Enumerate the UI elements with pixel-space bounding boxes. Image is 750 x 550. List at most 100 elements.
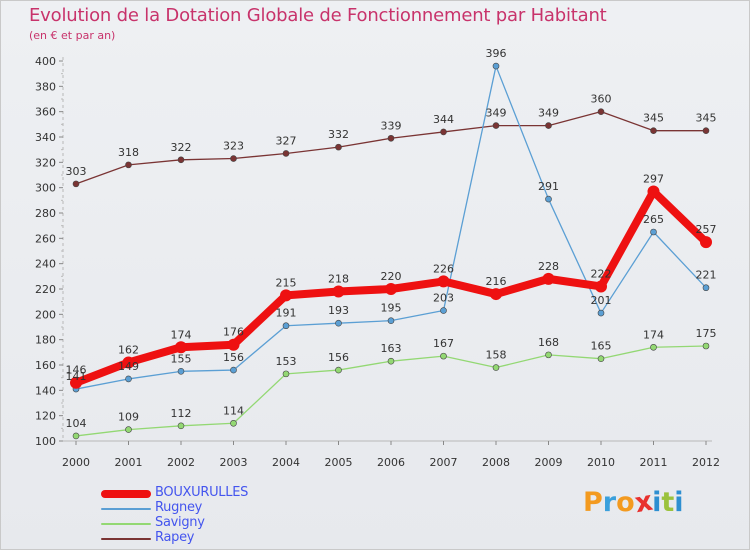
x-tick-label: 2005 bbox=[325, 456, 353, 469]
data-label: 222 bbox=[591, 267, 612, 280]
y-tick-label: 160 bbox=[35, 359, 56, 372]
data-label: 163 bbox=[381, 342, 402, 355]
data-label: 265 bbox=[643, 213, 664, 226]
x-tick-label: 2002 bbox=[167, 456, 195, 469]
data-label: 141 bbox=[66, 370, 87, 383]
data-point bbox=[125, 161, 132, 169]
data-point bbox=[125, 426, 132, 433]
data-point bbox=[177, 156, 185, 164]
data-point bbox=[700, 236, 712, 249]
x-tick-label: 2007 bbox=[430, 456, 458, 469]
chart-title: Evolution de la Dotation Globale de Fonc… bbox=[29, 5, 607, 26]
data-label: 349 bbox=[538, 107, 559, 120]
data-point bbox=[335, 143, 342, 151]
series-lines bbox=[70, 62, 712, 440]
data-label: 218 bbox=[328, 273, 349, 286]
data-label: 360 bbox=[591, 93, 612, 106]
y-tick-label: 200 bbox=[35, 308, 56, 321]
data-label: 215 bbox=[276, 276, 297, 289]
y-tick-label: 100 bbox=[35, 435, 56, 448]
data-label: 345 bbox=[696, 112, 717, 125]
data-label: 155 bbox=[171, 352, 192, 365]
y-tick-label: 320 bbox=[35, 156, 56, 169]
y-tick-label: 180 bbox=[35, 334, 56, 347]
legend-label: Rapey bbox=[155, 530, 195, 545]
data-label: 344 bbox=[433, 113, 454, 126]
y-tick-label: 220 bbox=[35, 283, 56, 296]
data-label: 112 bbox=[171, 407, 192, 420]
data-point bbox=[332, 285, 345, 298]
data-label: 165 bbox=[591, 340, 612, 353]
data-point bbox=[387, 317, 395, 324]
data-point bbox=[335, 319, 342, 327]
y-tick-label: 140 bbox=[35, 384, 56, 397]
chart-subtitle: (en € et par an) bbox=[29, 29, 116, 42]
data-point bbox=[230, 155, 237, 162]
data-point bbox=[490, 288, 502, 301]
data-label: 349 bbox=[486, 107, 507, 120]
data-point bbox=[282, 322, 290, 330]
data-label: 339 bbox=[381, 119, 402, 132]
series-bouxurulles bbox=[70, 185, 712, 389]
y-tick-label: 360 bbox=[35, 106, 56, 119]
data-point bbox=[545, 195, 552, 203]
series-savigny bbox=[72, 342, 710, 440]
data-label: 332 bbox=[328, 128, 349, 141]
y-tick-label: 400 bbox=[35, 55, 56, 68]
data-point bbox=[437, 275, 450, 288]
data-label: 396 bbox=[486, 47, 507, 60]
logo-letter: t bbox=[661, 487, 675, 518]
x-tick-label: 2006 bbox=[377, 456, 405, 469]
data-point bbox=[230, 366, 237, 374]
data-point bbox=[440, 352, 447, 360]
legend-label: Savigny bbox=[155, 515, 205, 530]
data-point bbox=[227, 338, 240, 351]
data-point bbox=[492, 62, 500, 70]
data-point bbox=[597, 355, 605, 362]
data-point bbox=[385, 283, 397, 295]
x-tick-label: 2010 bbox=[587, 456, 615, 469]
data-point bbox=[597, 309, 605, 317]
data-point bbox=[650, 127, 657, 134]
x-tick-label: 2004 bbox=[272, 456, 300, 469]
data-label: 195 bbox=[381, 302, 402, 315]
x-tick-label: 2001 bbox=[115, 456, 143, 469]
data-label: 201 bbox=[591, 294, 612, 307]
data-label: 167 bbox=[433, 337, 454, 350]
logo-letter: o bbox=[616, 487, 635, 518]
data-point bbox=[282, 150, 290, 157]
data-label: 176 bbox=[223, 326, 244, 339]
y-tick-label: 280 bbox=[35, 207, 56, 220]
data-label: 109 bbox=[118, 411, 139, 424]
y-tick-label: 260 bbox=[35, 232, 56, 245]
logo-letter: r bbox=[602, 487, 617, 518]
data-label: 228 bbox=[538, 260, 559, 273]
data-point bbox=[282, 370, 290, 378]
data-labels: 303 318 322 323 327 332 339 344 349 349 360 345 345 1… bbox=[66, 47, 717, 430]
data-point bbox=[177, 368, 185, 375]
data-point bbox=[492, 122, 500, 129]
data-point bbox=[595, 280, 607, 293]
data-point bbox=[335, 366, 342, 374]
x-tick-label: 2009 bbox=[535, 456, 563, 469]
legend-swatch bbox=[101, 490, 151, 498]
legend-label: BOUXURULLES bbox=[155, 485, 249, 500]
data-label: 156 bbox=[328, 351, 349, 364]
data-label: 291 bbox=[538, 180, 559, 193]
data-point bbox=[545, 351, 552, 359]
logo-letter: i bbox=[652, 487, 662, 518]
data-point bbox=[702, 284, 710, 292]
legend-swatch bbox=[101, 508, 151, 510]
y-tick-label: 240 bbox=[35, 258, 56, 271]
x-tick-label: 2012 bbox=[692, 456, 720, 469]
data-point bbox=[545, 122, 552, 129]
data-point bbox=[702, 342, 710, 350]
data-point bbox=[70, 376, 82, 389]
data-point bbox=[177, 422, 185, 430]
data-label: 146 bbox=[66, 364, 87, 377]
y-tick-label: 300 bbox=[35, 182, 56, 195]
axes: 100 120 140 160 180 200 220 240 260 280 300 320 340 3… bbox=[35, 55, 720, 469]
data-label: 221 bbox=[696, 269, 717, 282]
